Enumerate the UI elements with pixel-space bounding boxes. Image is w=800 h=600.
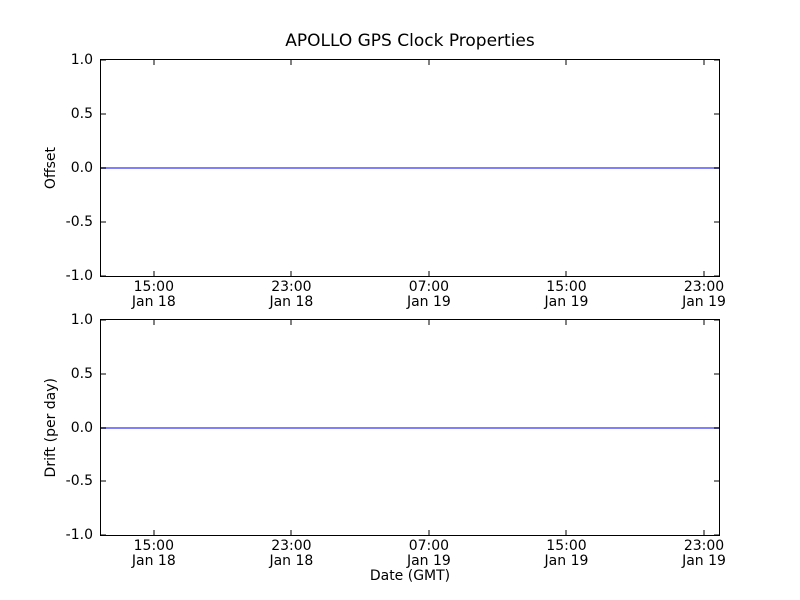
x-tick-label: 15:00 Jan 18 bbox=[131, 538, 176, 569]
y-tick-mark bbox=[714, 221, 719, 223]
x-tick-mark bbox=[290, 60, 292, 65]
x-tick-label: 15:00 Jan 19 bbox=[544, 538, 589, 569]
x-tick-label: 23:00 Jan 18 bbox=[269, 279, 314, 310]
x-tick-mark bbox=[428, 271, 430, 276]
y-tick-mark bbox=[714, 427, 719, 428]
x-tick-mark bbox=[153, 530, 155, 535]
y-axis-label-offset: Offset bbox=[42, 59, 60, 277]
x-tick-mark bbox=[428, 320, 430, 325]
offset-data-line bbox=[101, 167, 719, 169]
x-tick-mark bbox=[565, 60, 567, 65]
x-tick-mark bbox=[703, 271, 705, 276]
subplot-offset: 15:00 Jan 18 23:00 Jan 18 07:00 Jan 19 15:0… bbox=[66, 52, 726, 310]
y-tick-mark bbox=[101, 480, 106, 482]
x-tick-label: 15:00 Jan 19 bbox=[544, 279, 589, 310]
y-tick-label: -0.5 bbox=[65, 214, 93, 230]
y-tick-mark bbox=[714, 534, 719, 536]
y-tick-mark bbox=[714, 319, 719, 321]
x-tick-mark bbox=[153, 60, 155, 65]
x-tick-label: 15:00 Jan 18 bbox=[131, 279, 176, 310]
y-tick-mark bbox=[714, 480, 719, 482]
x-tick-mark bbox=[565, 530, 567, 535]
x-tick-mark bbox=[428, 60, 430, 65]
y-tick-mark bbox=[101, 319, 106, 321]
x-tick-mark bbox=[703, 530, 705, 535]
x-tick-label: 23:00 Jan 18 bbox=[269, 538, 314, 569]
y-tick-mark bbox=[714, 167, 719, 169]
x-tick-mark bbox=[153, 271, 155, 276]
y-tick-mark bbox=[101, 167, 106, 169]
x-tick-mark bbox=[290, 271, 292, 276]
y-tick-label: 1.0 bbox=[70, 52, 93, 68]
y-tick-mark bbox=[714, 275, 719, 277]
y-tick-mark bbox=[101, 534, 106, 536]
x-tick-mark bbox=[703, 60, 705, 65]
y-tick-mark bbox=[101, 275, 106, 277]
y-tick-label: 0.0 bbox=[70, 160, 93, 176]
x-tick-label: 23:00 Jan 19 bbox=[682, 279, 726, 310]
y-tick-label: 0.5 bbox=[70, 106, 93, 122]
y-tick-label: 0.0 bbox=[70, 419, 93, 436]
x-axis-label: Date (GMT) bbox=[369, 568, 451, 584]
y-tick-label: -1.0 bbox=[65, 268, 93, 284]
y-tick-mark bbox=[101, 113, 106, 115]
y-tick-label: 1.0 bbox=[70, 312, 93, 328]
x-tick-mark bbox=[565, 320, 567, 325]
x-tick-mark bbox=[290, 530, 292, 535]
chart-title: APOLLO GPS Clock Properties bbox=[285, 31, 535, 51]
x-tick-label: 23:00 Jan 19 bbox=[682, 538, 726, 569]
y-tick-mark bbox=[714, 59, 719, 61]
x-tick-mark bbox=[703, 320, 705, 325]
y-tick-mark bbox=[101, 373, 106, 375]
y-axis-label-offset-text: Offset bbox=[43, 146, 59, 190]
y-axis-label-drift-text: Drift (per day) bbox=[43, 377, 59, 478]
subplot-drift: 15:00 Jan 18 23:00 Jan 18 07:00 Jan 19 15:0… bbox=[66, 312, 726, 569]
y-tick-mark bbox=[101, 59, 106, 61]
y-axis-label-drift: Drift (per day) bbox=[42, 319, 60, 536]
y-tick-label: 0.5 bbox=[70, 365, 93, 382]
y-tick-label: -0.5 bbox=[65, 473, 93, 490]
x-tick-mark bbox=[428, 530, 430, 535]
x-tick-label: 07:00 Jan 19 bbox=[406, 279, 451, 310]
x-tick-mark bbox=[565, 271, 567, 276]
y-tick-mark bbox=[714, 373, 719, 375]
x-tick-mark bbox=[153, 320, 155, 325]
y-tick-mark bbox=[101, 221, 106, 223]
y-tick-label: -1.0 bbox=[65, 527, 93, 543]
y-tick-mark bbox=[714, 113, 719, 115]
x-tick-label: 07:00 Jan 19 bbox=[406, 538, 451, 569]
drift-data-line bbox=[101, 426, 719, 429]
x-tick-mark bbox=[290, 320, 292, 325]
y-tick-mark bbox=[101, 427, 106, 428]
